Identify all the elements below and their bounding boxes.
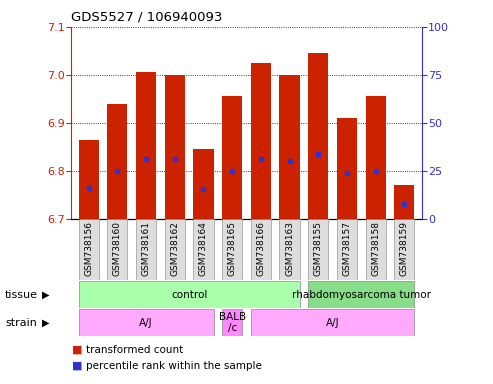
Text: control: control: [171, 290, 207, 300]
Bar: [308, 53, 328, 219]
Text: GSM738155: GSM738155: [314, 221, 323, 276]
Bar: [165, 219, 185, 280]
Bar: [366, 219, 386, 280]
Bar: [280, 219, 300, 280]
Text: transformed count: transformed count: [86, 345, 183, 355]
Text: percentile rank within the sample: percentile rank within the sample: [86, 361, 262, 371]
Text: GSM738159: GSM738159: [400, 221, 409, 276]
Text: ▶: ▶: [42, 318, 49, 328]
Bar: [79, 309, 213, 336]
Bar: [79, 281, 300, 308]
Text: GSM738165: GSM738165: [228, 221, 237, 276]
Text: tissue: tissue: [5, 290, 38, 300]
Text: GDS5527 / 106940093: GDS5527 / 106940093: [71, 10, 223, 23]
Text: GSM738158: GSM738158: [371, 221, 380, 276]
Bar: [366, 96, 386, 219]
Text: ■: ■: [71, 345, 82, 355]
Bar: [107, 219, 127, 280]
Bar: [337, 118, 357, 219]
Bar: [136, 219, 156, 280]
Text: ▶: ▶: [42, 290, 49, 300]
Text: GSM738162: GSM738162: [170, 221, 179, 276]
Bar: [394, 219, 414, 280]
Bar: [251, 309, 414, 336]
Text: GSM738157: GSM738157: [343, 221, 352, 276]
Text: BALB
/c: BALB /c: [218, 312, 246, 333]
Bar: [222, 309, 242, 336]
Text: GSM738160: GSM738160: [113, 221, 122, 276]
Text: A/J: A/J: [139, 318, 153, 328]
Text: GSM738161: GSM738161: [141, 221, 150, 276]
Bar: [394, 185, 414, 219]
Bar: [308, 281, 414, 308]
Bar: [193, 149, 213, 219]
Bar: [107, 104, 127, 219]
Bar: [308, 219, 328, 280]
Bar: [222, 219, 242, 280]
Text: GSM738163: GSM738163: [285, 221, 294, 276]
Text: ■: ■: [71, 361, 82, 371]
Bar: [79, 140, 99, 219]
Bar: [79, 219, 99, 280]
Bar: [136, 73, 156, 219]
Text: GSM738164: GSM738164: [199, 221, 208, 276]
Text: strain: strain: [5, 318, 37, 328]
Text: GSM738156: GSM738156: [84, 221, 93, 276]
Bar: [193, 219, 213, 280]
Text: GSM738166: GSM738166: [256, 221, 265, 276]
Bar: [280, 75, 300, 219]
Bar: [337, 219, 357, 280]
Bar: [251, 219, 271, 280]
Text: rhabdomyosarcoma tumor: rhabdomyosarcoma tumor: [292, 290, 431, 300]
Bar: [165, 75, 185, 219]
Text: A/J: A/J: [326, 318, 339, 328]
Bar: [251, 63, 271, 219]
Bar: [222, 96, 242, 219]
